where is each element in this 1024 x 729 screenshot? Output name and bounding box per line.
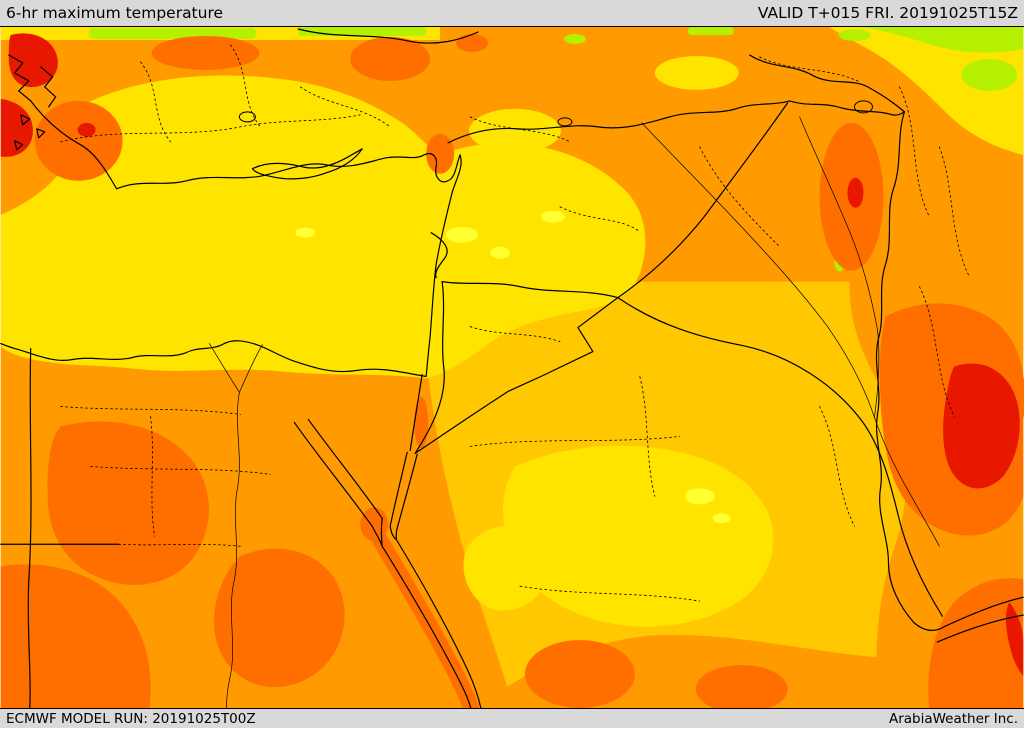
rivers xyxy=(209,116,940,708)
map-title: 6-hr maximum temperature xyxy=(6,4,224,22)
temperature-map-canvas xyxy=(0,27,1024,708)
valid-time-label: VALID T+015 FRI. 20191025T15Z xyxy=(757,4,1018,22)
footer-bar: ECMWF MODEL RUN: 20191025T00Z ArabiaWeat… xyxy=(0,708,1024,728)
lakes xyxy=(238,100,873,127)
temperature-fill-layer xyxy=(0,27,1024,708)
temperature-map xyxy=(0,27,1024,708)
header-bar: 6-hr maximum temperature VALID T+015 FRI… xyxy=(0,0,1024,27)
coastlines xyxy=(0,28,1024,708)
admin-borders xyxy=(60,44,970,602)
country-borders xyxy=(0,54,946,708)
attribution-label: ArabiaWeather Inc. xyxy=(888,710,1018,727)
model-run-label: ECMWF MODEL RUN: 20191025T00Z xyxy=(6,710,256,727)
